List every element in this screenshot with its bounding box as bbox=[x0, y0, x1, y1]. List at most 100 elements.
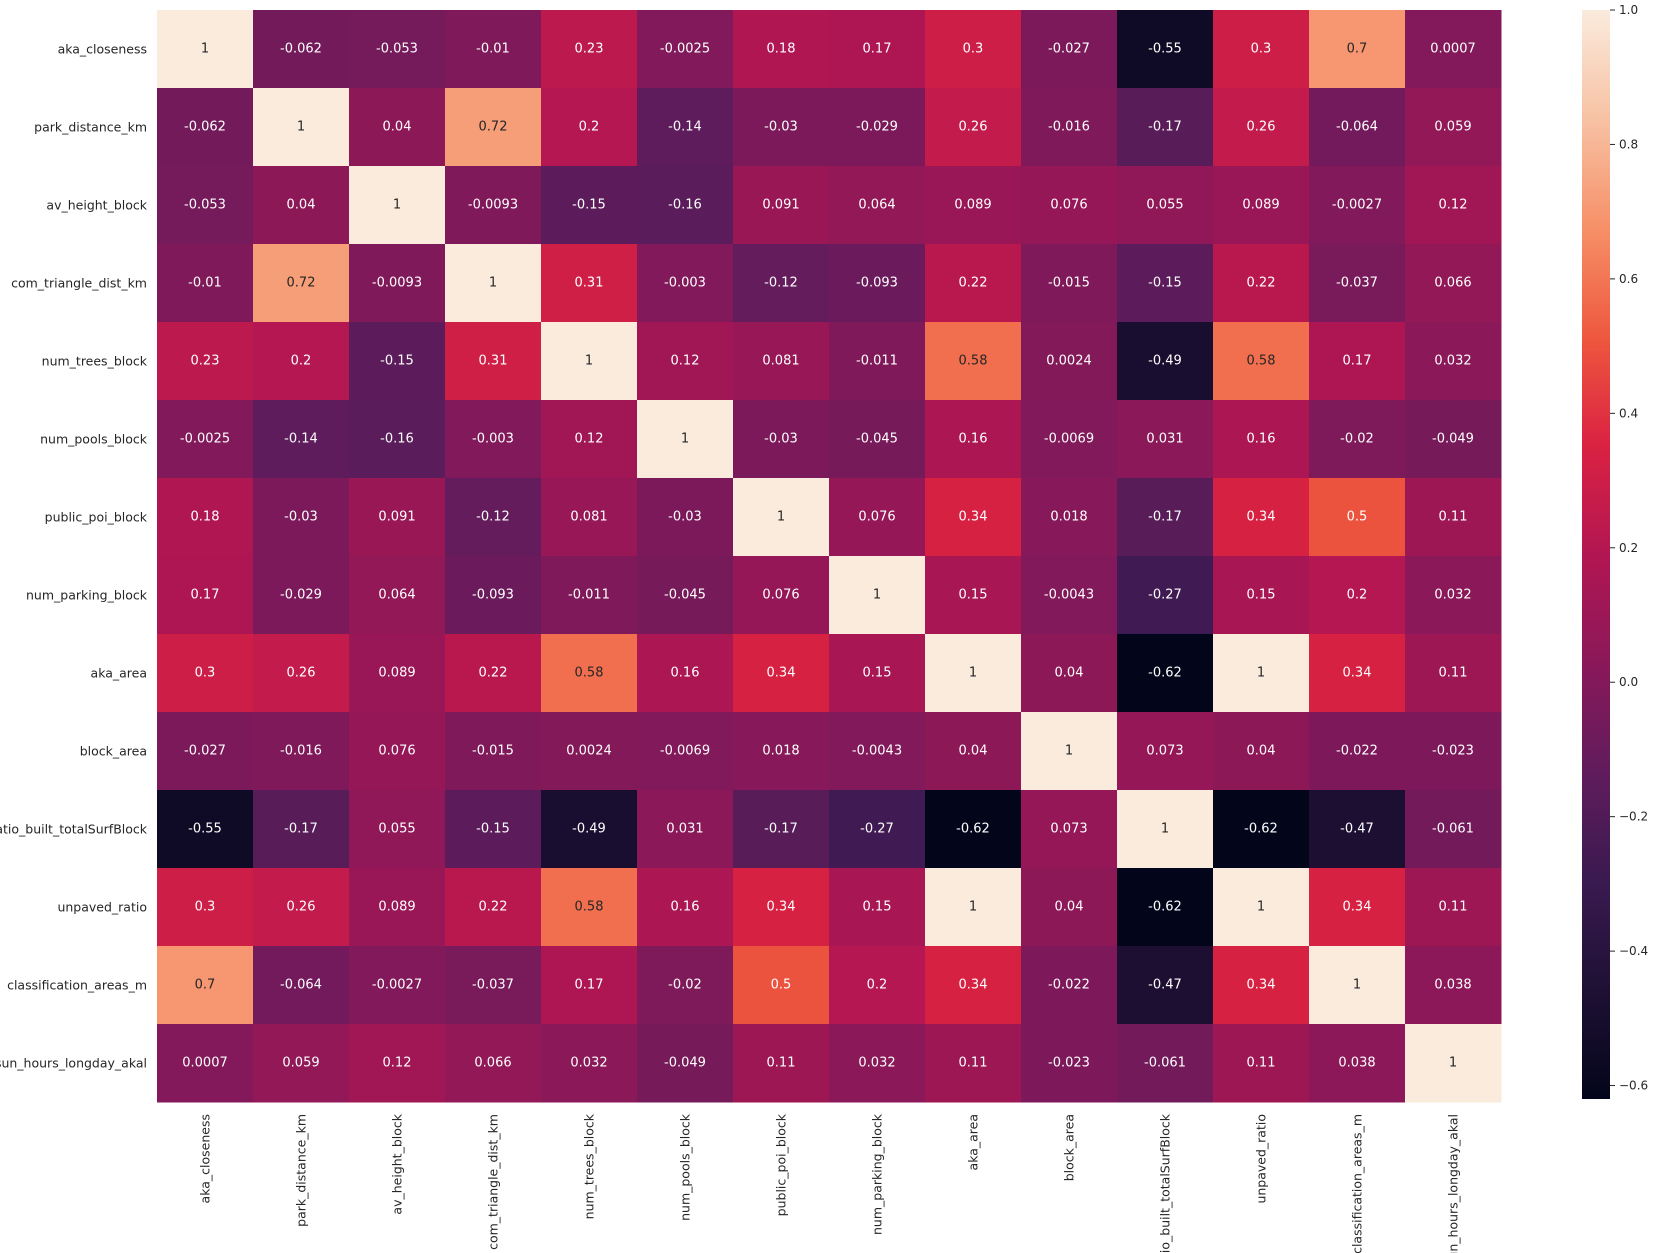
heatmap-cell bbox=[1117, 88, 1214, 167]
x-tick-label: com_triangle_dist_km bbox=[486, 1114, 501, 1250]
heatmap-cell-value: 0.3 bbox=[195, 666, 216, 681]
heatmap-cell-value: 0.34 bbox=[1247, 978, 1276, 993]
heatmap-cell-value: -0.0027 bbox=[372, 978, 422, 993]
heatmap-cell-value: 0.2 bbox=[579, 120, 600, 135]
heatmap-cell-value: -0.14 bbox=[668, 120, 702, 135]
x-tick-label: sun_hours_longday_akal bbox=[1446, 1114, 1461, 1253]
heatmap-cell bbox=[1405, 400, 1502, 479]
heatmap-cell bbox=[1117, 634, 1214, 713]
heatmap-cell bbox=[829, 478, 926, 557]
heatmap-cell bbox=[445, 946, 542, 1025]
y-tick-label: av_height_block bbox=[46, 198, 147, 213]
heatmap-cell bbox=[829, 244, 926, 323]
heatmap-cell-value: -0.061 bbox=[1432, 822, 1474, 837]
heatmap-cell bbox=[541, 244, 638, 323]
heatmap-cell bbox=[1021, 946, 1118, 1025]
heatmap-cell-value: 0.72 bbox=[287, 276, 316, 291]
heatmap-cell-value: 0.055 bbox=[378, 822, 415, 837]
y-tick-label: num_parking_block bbox=[26, 588, 148, 603]
heatmap-cell-value: -0.62 bbox=[956, 822, 990, 837]
heatmap-cell bbox=[637, 10, 734, 89]
heatmap-cell-value: 0.17 bbox=[191, 588, 220, 603]
heatmap-cell-value: 0.038 bbox=[1434, 978, 1471, 993]
heatmap-cell-value: -0.47 bbox=[1340, 822, 1374, 837]
heatmap-cell bbox=[1213, 10, 1310, 89]
colorbar-tick-label: 0.6 bbox=[1619, 272, 1638, 286]
heatmap-cell bbox=[829, 868, 926, 947]
x-tick-label: unpaved_ratio bbox=[1254, 1114, 1269, 1204]
heatmap-cell bbox=[733, 634, 830, 713]
heatmap-cell-value: 0.11 bbox=[1247, 1056, 1276, 1071]
colorbar-ticks: 1.0 0.8 0.6 0.4 0.2 0.0 −0.2 −0.4 −0.6 bbox=[1610, 3, 1648, 1093]
heatmap-cell-value: -0.049 bbox=[1432, 432, 1474, 447]
heatmap-cell-value: 0.11 bbox=[1439, 666, 1468, 681]
heatmap-cell-value: 0.04 bbox=[383, 120, 412, 135]
heatmap-cell-value: -0.037 bbox=[1336, 276, 1378, 291]
heatmap-cell bbox=[829, 1024, 926, 1103]
heatmap-cell bbox=[829, 88, 926, 167]
heatmap-cell bbox=[349, 712, 446, 791]
heatmap-cell-value: 0.34 bbox=[1343, 666, 1372, 681]
heatmap-cell bbox=[349, 322, 446, 401]
heatmap-cell-value: 0.04 bbox=[1247, 744, 1276, 759]
heatmap-cell bbox=[541, 868, 638, 947]
heatmap-cell-value: 0.2 bbox=[291, 354, 312, 369]
heatmap-cell-value: -0.015 bbox=[472, 744, 514, 759]
heatmap-cell-value: 0.26 bbox=[287, 900, 316, 915]
heatmap-cell-value: 1 bbox=[1257, 900, 1265, 915]
heatmap-cell-value: -0.037 bbox=[472, 978, 514, 993]
heatmap-cell bbox=[541, 478, 638, 557]
heatmap-cell-value: 0.15 bbox=[863, 900, 892, 915]
heatmap-cell bbox=[1213, 400, 1310, 479]
heatmap-cell bbox=[157, 556, 254, 635]
heatmap-cell bbox=[637, 556, 734, 635]
heatmap-cell-value: 0.15 bbox=[1247, 588, 1276, 603]
colorbar-tick-label: −0.6 bbox=[1619, 1079, 1648, 1093]
heatmap-cell bbox=[925, 244, 1022, 323]
heatmap-cell bbox=[733, 478, 830, 557]
heatmap-cell-value: -0.17 bbox=[1148, 120, 1182, 135]
heatmap-cell-value: -0.02 bbox=[1340, 432, 1374, 447]
heatmap-cell bbox=[541, 166, 638, 245]
heatmap-cell-value: 0.073 bbox=[1050, 822, 1087, 837]
heatmap-cell bbox=[253, 946, 350, 1025]
heatmap-cell bbox=[1405, 634, 1502, 713]
heatmap-cell bbox=[445, 88, 542, 167]
heatmap-cell bbox=[445, 322, 542, 401]
heatmap-cell-value: 0.089 bbox=[378, 666, 415, 681]
heatmap-cell bbox=[1021, 322, 1118, 401]
heatmap-cell-value: -0.01 bbox=[476, 42, 510, 57]
heatmap-cell bbox=[1309, 790, 1406, 869]
heatmap-cell-value: 0.23 bbox=[191, 354, 220, 369]
heatmap-cell-value: 0.11 bbox=[959, 1056, 988, 1071]
y-tick-label: sun_hours_longday_akal bbox=[0, 1056, 147, 1071]
heatmap-cell-value: -0.061 bbox=[1144, 1056, 1186, 1071]
heatmap-cell bbox=[253, 88, 350, 167]
heatmap-cell bbox=[733, 322, 830, 401]
heatmap-cell bbox=[349, 478, 446, 557]
heatmap-cell-value: -0.49 bbox=[572, 822, 606, 837]
heatmap-cell bbox=[253, 166, 350, 245]
heatmap-cell bbox=[637, 400, 734, 479]
x-tick-label: av_height_block bbox=[390, 1113, 405, 1214]
heatmap-cell bbox=[925, 556, 1022, 635]
heatmap-cell bbox=[157, 478, 254, 557]
heatmap-cell bbox=[1405, 946, 1502, 1025]
heatmap-cell-value: -0.022 bbox=[1048, 978, 1090, 993]
heatmap-cell bbox=[1021, 634, 1118, 713]
heatmap-cell bbox=[733, 868, 830, 947]
heatmap-cell bbox=[541, 556, 638, 635]
heatmap-cell bbox=[445, 400, 542, 479]
heatmap-cell-value: -0.011 bbox=[568, 588, 610, 603]
heatmap-cell bbox=[445, 166, 542, 245]
x-tick-label: park_distance_km bbox=[294, 1114, 309, 1227]
heatmap-cell-value: -0.049 bbox=[664, 1056, 706, 1071]
heatmap-cell-value: 0.22 bbox=[479, 666, 508, 681]
heatmap-cell-value: 0.055 bbox=[1146, 198, 1183, 213]
heatmap-cell-value: 0.15 bbox=[863, 666, 892, 681]
heatmap-cell-value: -0.015 bbox=[1048, 276, 1090, 291]
heatmap-cell-value: -0.12 bbox=[764, 276, 798, 291]
heatmap-cell-value: 0.16 bbox=[959, 432, 988, 447]
heatmap-cell-value: -0.016 bbox=[280, 744, 322, 759]
heatmap-cell-value: 0.16 bbox=[671, 900, 700, 915]
